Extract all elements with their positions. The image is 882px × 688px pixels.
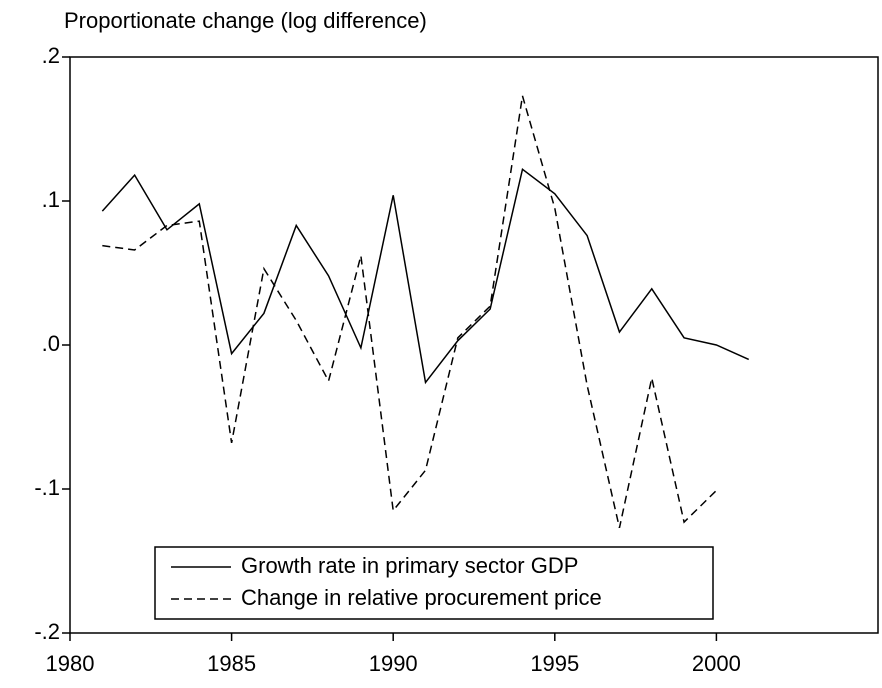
x-tick-label: 2000 (692, 651, 741, 676)
x-tick-label: 1985 (207, 651, 256, 676)
y-tick-label: -.1 (34, 475, 60, 500)
y-tick-label: .0 (42, 331, 60, 356)
y-tick-label: .2 (42, 43, 60, 68)
y-tick-label: -.2 (34, 619, 60, 644)
chart-title: Proportionate change (log difference) (64, 8, 427, 33)
series-line (101, 168, 750, 385)
y-tick-label: .1 (42, 187, 60, 212)
legend-label: Growth rate in primary sector GDP (241, 553, 578, 578)
x-tick-label: 1980 (46, 651, 95, 676)
legend-box (154, 546, 714, 620)
x-tick-label: 1990 (369, 651, 418, 676)
series-line (102, 95, 717, 529)
x-tick-label: 1995 (530, 651, 579, 676)
legend-label: Change in relative procurement price (241, 585, 602, 610)
